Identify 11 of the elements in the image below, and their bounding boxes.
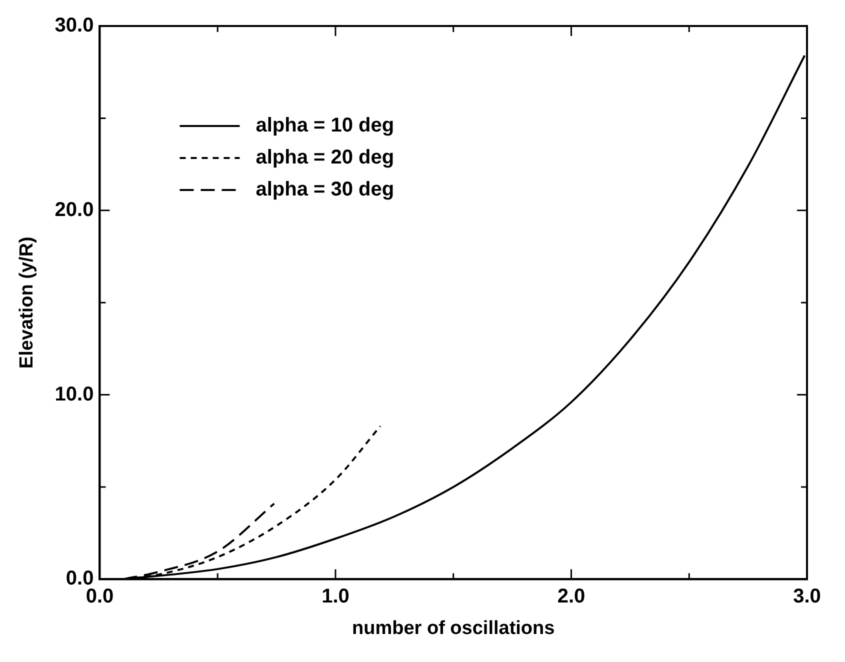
legend-label: alpha = 30 deg xyxy=(256,178,394,201)
y-tick-label: 30.0 xyxy=(54,14,94,37)
legend-label: alpha = 20 deg xyxy=(256,146,394,169)
x-tick-label: 2.0 xyxy=(557,586,586,608)
y-axis-title: Elevation (y/R) xyxy=(16,236,38,369)
legend-label: alpha = 10 deg xyxy=(256,114,394,137)
x-axis-title: number of oscillations xyxy=(352,618,555,639)
x-tick-label: 1.0 xyxy=(322,586,350,608)
x-tick-label: 3.0 xyxy=(793,586,821,608)
y-tick-label: 20.0 xyxy=(54,198,94,221)
y-tick-label: 10.0 xyxy=(54,383,94,406)
